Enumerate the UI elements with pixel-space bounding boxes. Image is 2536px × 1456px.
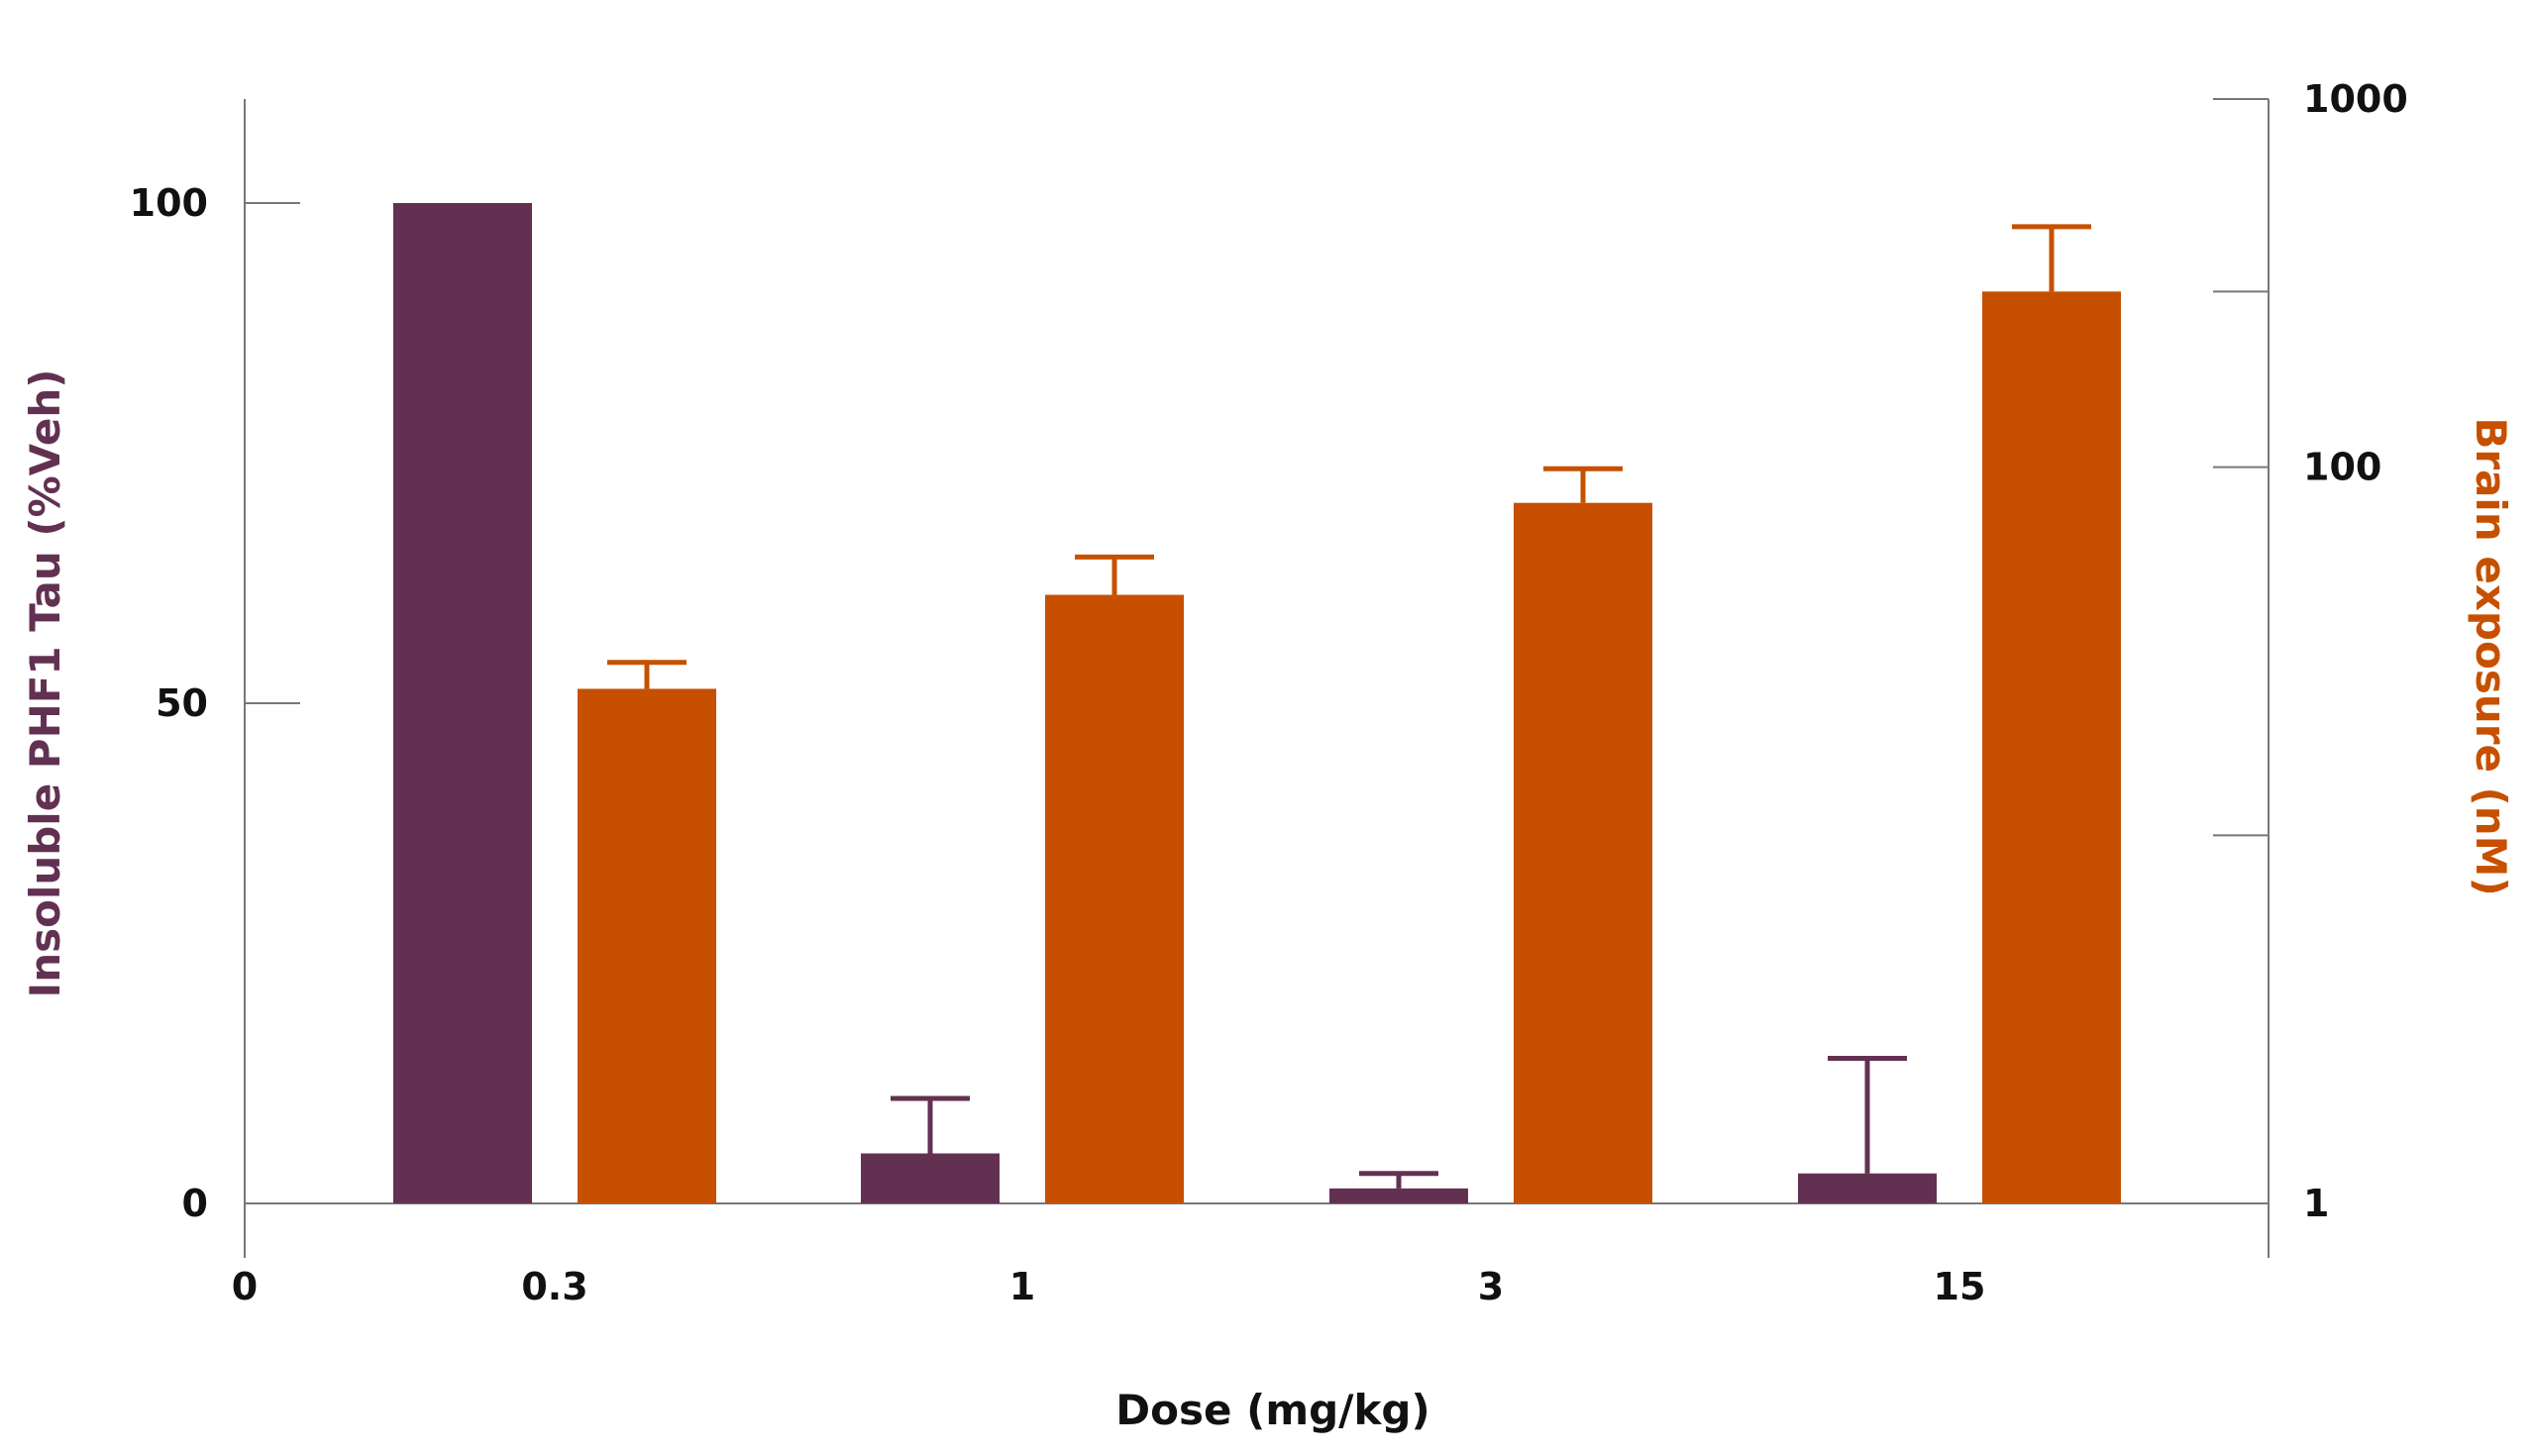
x-tick-label: 1	[1009, 1265, 1035, 1308]
bar-phf1-tau	[861, 1153, 1000, 1203]
labels: 0 50 100 1 100 1000 0 0.3 1 3 15	[130, 77, 2408, 1308]
bar-phf1-tau	[393, 203, 532, 1203]
x-tick-label: 0	[232, 1265, 258, 1308]
x-tick-label: 0.3	[521, 1265, 587, 1308]
x-axis-title: Dose (mg/kg)	[1115, 1386, 1429, 1434]
left-y-tick-label: 100	[130, 181, 208, 225]
bar-brain-exposure	[1982, 291, 2121, 1203]
left-y-tick-label: 50	[156, 681, 208, 725]
left-y-axis-title: Insoluble PHF1 Tau (%Veh)	[21, 369, 69, 998]
bar-phf1-tau	[1798, 1173, 1937, 1203]
right-y-axis-title: Brain exposure (nM)	[2467, 417, 2515, 895]
right-y-tick-label: 1000	[2303, 77, 2408, 121]
bar-brain-exposure	[1045, 594, 1184, 1203]
right-y-tick-label: 1	[2303, 1182, 2329, 1225]
axes	[244, 98, 2270, 1258]
bar-brain-exposure	[1514, 502, 1652, 1203]
right-y-tick-label: 100	[2303, 446, 2381, 489]
left-y-tick-label: 0	[182, 1182, 208, 1225]
x-tick-label: 3	[1478, 1265, 1504, 1308]
bar-phf1-tau	[1329, 1188, 1468, 1203]
bar-brain-exposure	[578, 688, 716, 1203]
x-tick-label: 15	[1934, 1265, 1986, 1308]
bars	[393, 203, 2121, 1203]
